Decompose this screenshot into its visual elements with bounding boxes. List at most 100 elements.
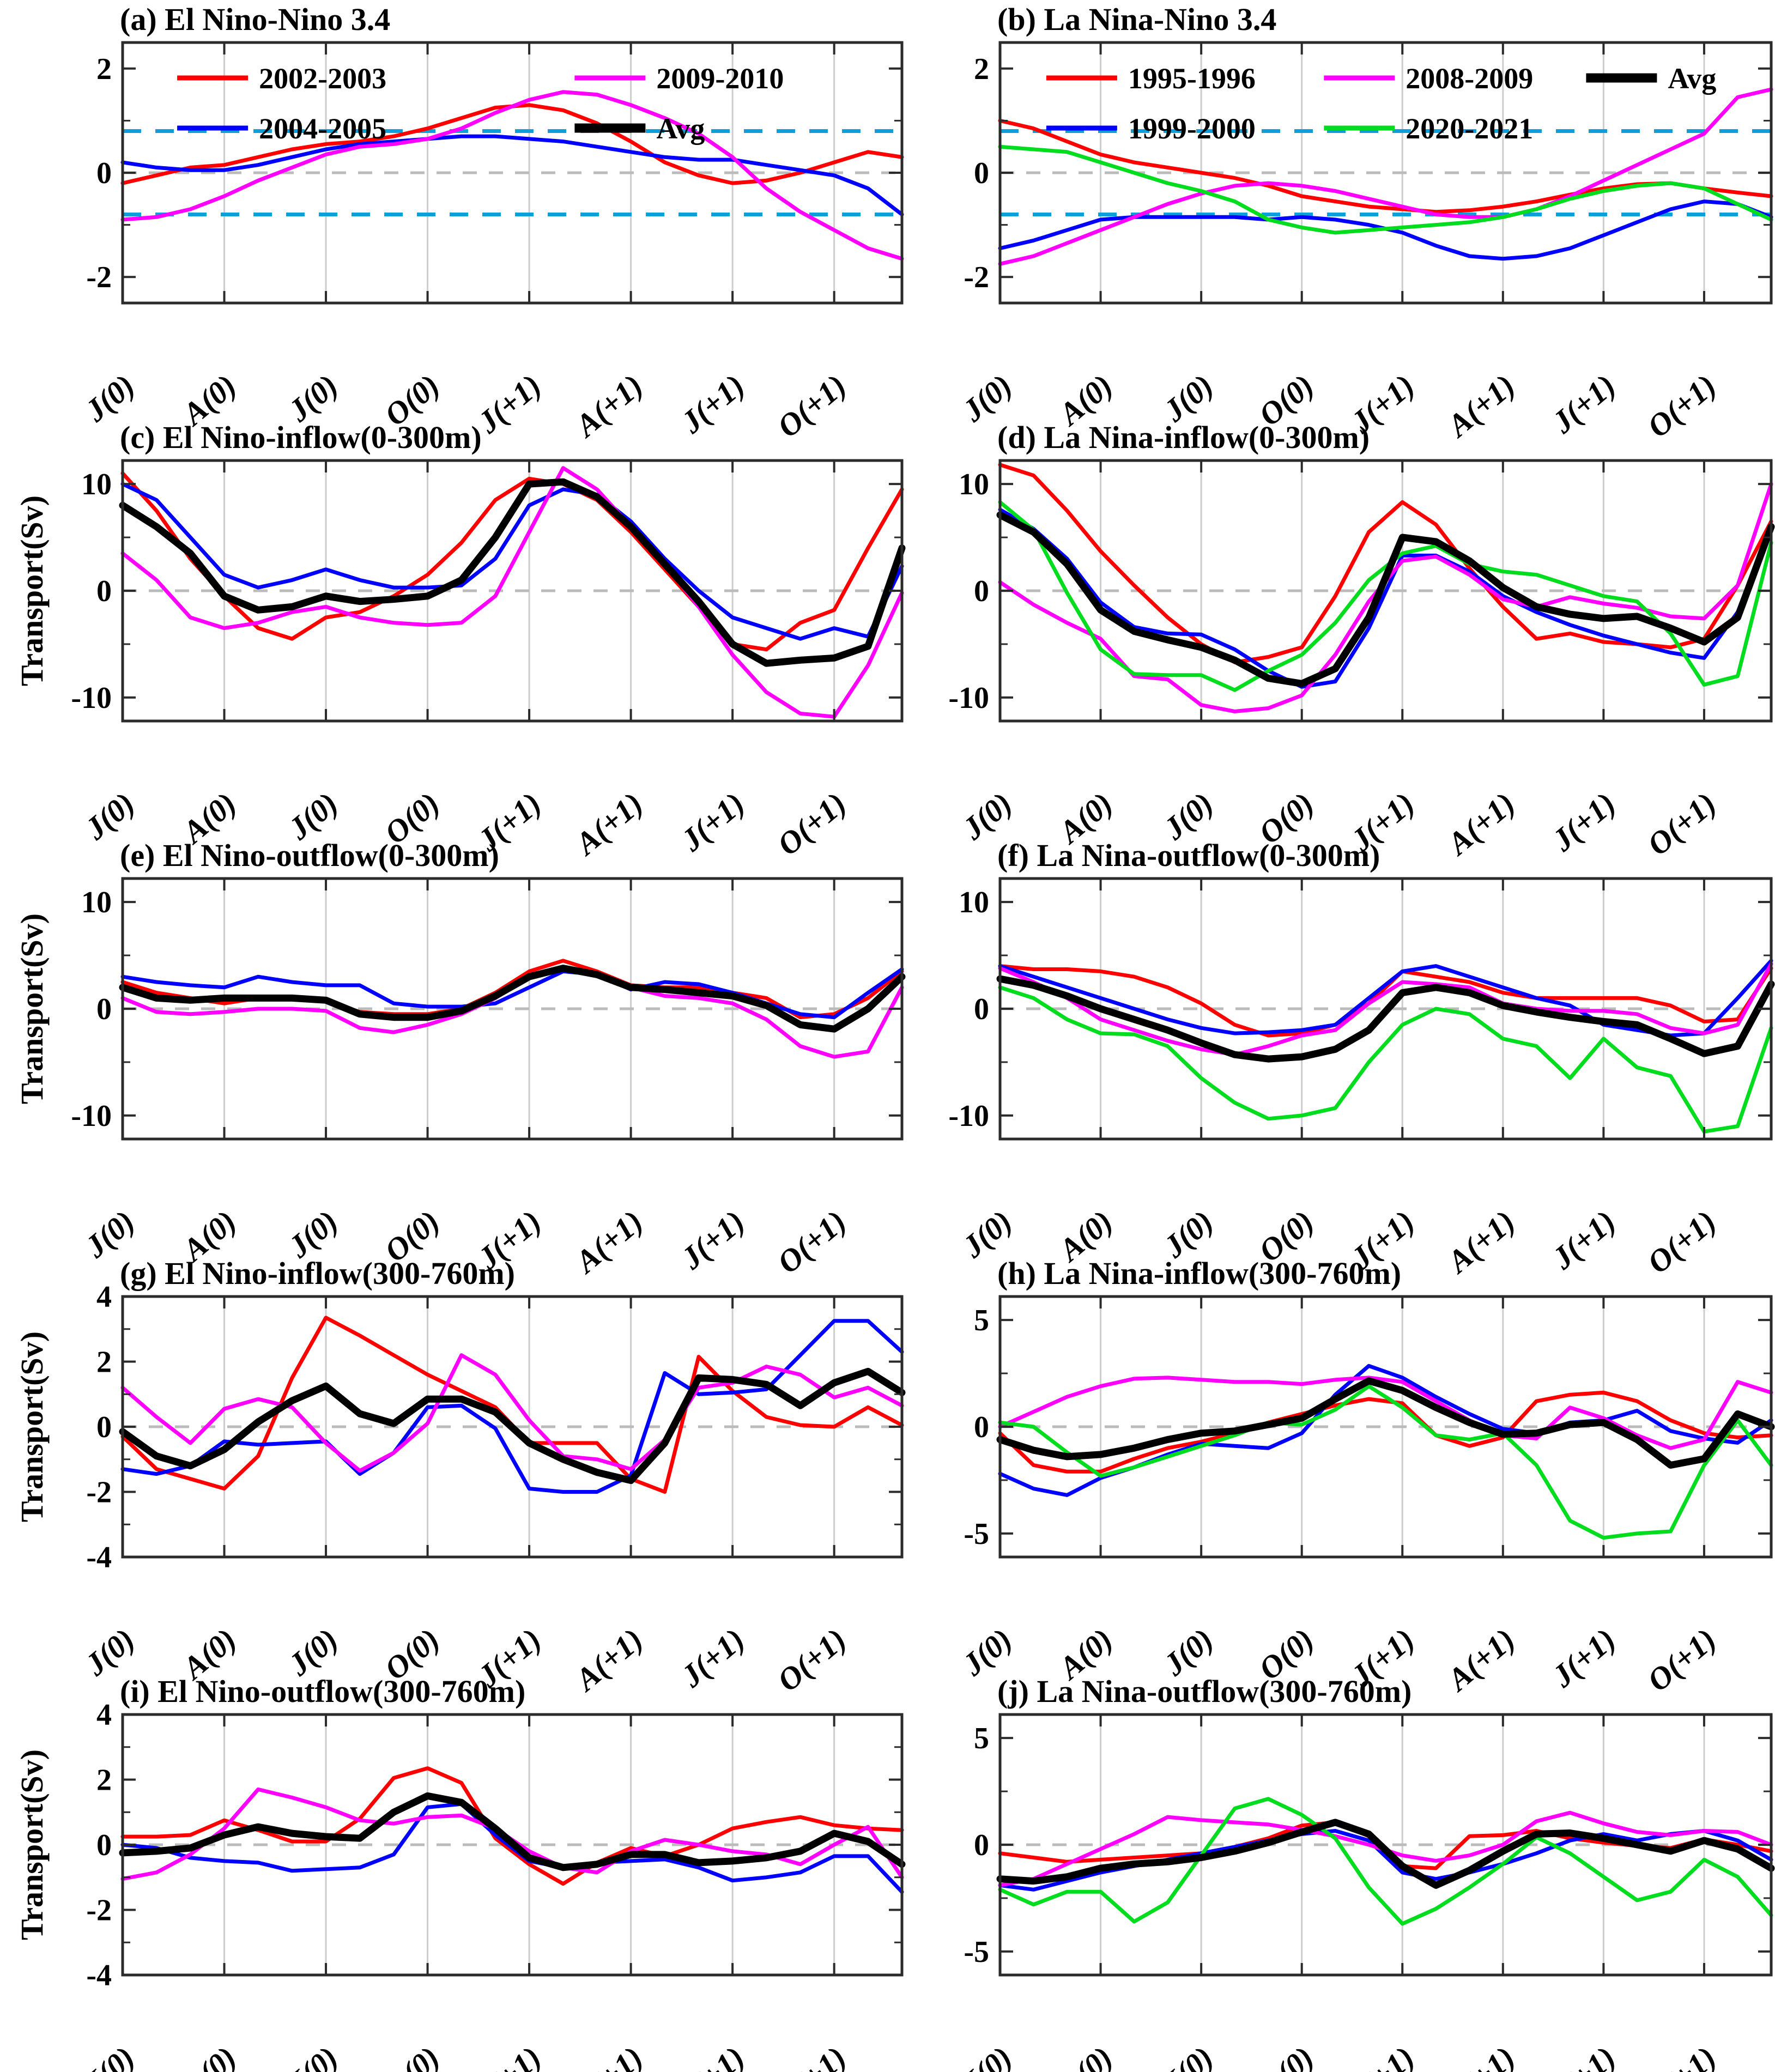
x-tick-label: J(+1) [471,367,548,440]
series-Avg [119,965,906,1033]
y-tick-label: 0 [96,156,112,190]
series-2004-2005 [120,482,904,641]
panel-e-ylabel: Transport(Sv) [14,913,50,1105]
panel-g-ylabel: Transport(Sv) [14,1331,50,1523]
panel-f: 100-10J(0) A(0) J(0) O(0) J(+1) A(+1) J(+1) O(+… [948,877,1775,1281]
panel-c-ylabel: Transport(Sv) [14,495,50,687]
series-1995-1996 [998,964,1773,1038]
x-tick-label: J(+1) [471,2039,548,2072]
y-tick-label: -2 [964,260,989,294]
x-tick-label: A(+1) [1439,1621,1522,1698]
panel-h-title: (h) La Nina-inflow(300-760m) [997,1256,1402,1291]
series-2004-2005 [120,134,904,216]
y-tick-label: -2 [86,1894,112,1928]
y-tick-label: 0 [96,992,112,1026]
panel-e: 100-10J(0) A(0) J(0) O(0) J(+1) A(+1) J(+1) O(+… [71,877,906,1281]
y-tick-label: -2 [86,260,112,294]
series-Avg [119,1792,906,1871]
x-tick-label: J(+1) [1545,2039,1622,2072]
x-tick-label: O(+1) [1640,1621,1723,1698]
panel-c: 100-10J(0) A(0) J(0) O(0) J(+1) A(+1) J(+1) O(+… [71,459,906,863]
x-tick-label: J(0) [1156,2039,1220,2072]
panel-f-title: (f) La Nina-outflow(0-300m) [997,838,1380,873]
y-tick-label: 5 [974,1304,989,1337]
x-tick-label: O(+1) [1640,2039,1723,2072]
y-tick-label: 4 [96,1280,112,1314]
legend-label: 2008-2009 [1406,62,1533,95]
y-tick-label: 0 [974,156,989,190]
x-tick-label: J(+1) [1545,367,1622,440]
series-1995-1996 [998,1390,1773,1474]
panel-i: 4 2 0 -2 -4 J(0) A(0) J(0) O(0) J(+1) A(+1) J(+1) O(… [78,1698,906,2072]
y-tick-label: 2 [96,1346,112,1379]
y-tick-label: 0 [974,1828,989,1862]
y-tick-label: -4 [86,1541,112,1574]
x-tick-label: A(+1) [567,785,650,862]
panel-g-title: (g) El Nino-inflow(300-760m) [120,1256,515,1291]
x-tick-label: J(+1) [674,367,752,440]
y-tick-label: 10 [81,886,112,919]
y-tick-label: 10 [959,886,989,919]
y-tick-label: -4 [86,1959,112,1992]
legend-label: 1999-2000 [1128,112,1256,145]
x-tick-label: O(+1) [1640,367,1723,444]
series-1999-2000 [998,959,1773,1038]
y-tick-label: -2 [86,1476,112,1510]
legend-label: 2020-2021 [1406,112,1533,145]
x-tick-label: A(0) [174,2039,243,2072]
panel-j-title: (j) La Nina-outflow(300-760m) [997,1674,1412,1709]
series-Avg [996,511,1775,687]
y-tick-label: 4 [96,1698,112,1732]
legend-label: 2004-2005 [259,112,386,145]
y-tick-label: -10 [71,1099,112,1133]
series-2020-2021 [998,1384,1773,1540]
series-Avg [996,1377,1775,1469]
x-tick-label: J(0) [281,2039,345,2072]
y-tick-label: 10 [959,468,989,501]
x-tick-label: J(+1) [674,785,752,858]
x-tick-label: A(+1) [567,367,650,444]
x-tick-label: A(+1) [1439,1203,1522,1280]
x-tick-label: J(+1) [1344,2039,1421,2072]
y-tick-label: -10 [948,681,989,715]
x-tick-label: A(+1) [1439,2039,1522,2072]
y-tick-label: -10 [948,1099,989,1133]
x-tick-label: O(+1) [771,367,853,444]
series-2020-2021 [998,500,1773,692]
y-tick-label: 0 [96,574,112,608]
series-2002-2003 [120,1766,904,1886]
panel-g: 420-2-4J(0) A(0) J(0) O(0) J(+1) A(+1) J(+1) O(… [78,1280,906,1699]
panel-d-title: (d) La Nina-inflow(0-300m) [997,420,1370,455]
x-tick-label: A(+1) [567,1621,650,1698]
x-tick-label: J(0) [78,2039,142,2072]
panel-i-title: (i) El Nino-outflow(300-760m) [120,1674,526,1709]
y-tick-label: 0 [974,992,989,1026]
x-tick-label: A(+1) [1439,785,1522,862]
x-tick-label: J(+1) [674,1203,752,1276]
y-tick-label: 2 [974,52,989,86]
x-tick-label: O(+1) [1640,785,1723,862]
series-2008-2009 [998,1376,1773,1450]
y-tick-label: 5 [974,1722,989,1755]
x-tick-label: J(+1) [1545,785,1622,858]
x-tick-label: O(+1) [771,2039,853,2072]
panel-b-title: (b) La Nina-Nino 3.4 [997,2,1277,37]
series-2009-2010 [120,90,904,261]
series-2020-2021 [998,144,1773,235]
series-2009-2010 [120,466,904,719]
panel-a: 20-2J(0) A(0) J(0) O(0) J(+1) A(+1) J(+1) O(+1)… [78,41,904,445]
panel-b: 20-2J(0) A(0) J(0) O(0) J(+1) A(+1) J(+1) O(+1)… [955,41,1773,445]
x-tick-label: J(+1) [674,2039,752,2072]
series-Avg [996,975,1775,1063]
x-tick-label: A(+1) [1439,367,1522,444]
x-tick-label: O(+1) [771,1203,853,1280]
x-tick-label: J(+1) [1545,1203,1622,1276]
y-tick-label: 0 [96,1828,112,1862]
legend-label: Avg [656,112,705,145]
y-tick-label: 0 [974,1410,989,1444]
x-tick-label: A(+1) [567,2039,650,2072]
panel-h: 50-5J(0) A(0) J(0) O(0) J(+1) A(+1) J(+1) O(+1) [955,1295,1775,1699]
series-2004-2005 [120,1802,904,1894]
series-Avg [119,1367,906,1485]
series-Avg [119,478,906,667]
